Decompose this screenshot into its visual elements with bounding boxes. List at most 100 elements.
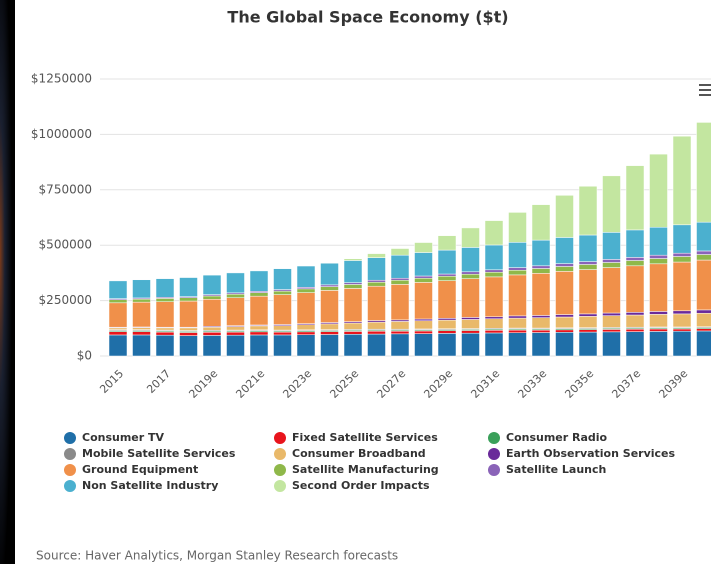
bar-segment [625,314,645,328]
bar-segment [672,261,692,312]
y-tick-label: $1000000 [31,127,92,141]
bar-segment [578,316,598,328]
bar-segment [155,327,175,331]
bar-segment [437,280,457,319]
bar-segment [414,242,433,253]
legend-item[interactable]: Ground Equipment [64,463,198,476]
bar-segment [578,261,598,265]
bar-segment [508,212,527,243]
bar-segment [390,254,410,279]
legend-item[interactable]: Consumer Radio [488,431,608,444]
bar-segment [202,295,222,300]
bar-segment [226,331,245,336]
legend-item[interactable]: Mobile Satellite Services [64,447,236,460]
bar-segment [296,334,316,357]
bar-segment [602,175,621,233]
bar-segment [625,331,645,357]
bar-segment [343,284,363,289]
y-tick-label: $0 [77,349,92,363]
bar-segment [296,292,316,324]
legend-item[interactable]: Satellite Manufacturing [274,463,439,476]
legend-swatch [488,432,500,444]
bar-segment [578,264,598,270]
legend-item[interactable]: Consumer TV [64,431,165,444]
y-tick-label: $750000 [39,182,92,196]
bar-segment [202,335,222,357]
bar-segment [273,268,292,290]
bar-segment [390,333,410,357]
bar-segment [672,256,692,263]
bar-segment [508,242,527,268]
bar-segment [649,331,668,357]
bar-segment [179,327,198,331]
bar-segment [367,281,386,287]
bar-segment [320,323,339,330]
bar-segment [531,329,551,333]
bar-segment [578,234,598,262]
bar-segment [155,331,175,336]
bar-segment [578,313,598,317]
menu-icon[interactable] [699,84,711,96]
bar-segment [555,332,574,357]
legend-item[interactable]: Fixed Satellite Services [274,431,438,444]
bar-segment [484,271,504,278]
bar-segment [155,278,175,298]
bar-segment [578,331,598,357]
legend-label: Satellite Launch [506,463,606,476]
bar-segment [531,268,551,274]
bar-segment [437,273,457,277]
bar-segment [672,328,692,332]
bar-segment [508,329,527,333]
bar-segment [367,321,386,330]
bar-segment [132,301,151,328]
bar-segment [484,318,504,329]
bar-segment [484,276,504,318]
bar-segment [602,331,621,357]
bar-segment [672,313,692,328]
bar-segment [132,334,151,357]
legend-label: Non Satellite Industry [82,479,218,492]
bar-segment [390,279,410,285]
legend-swatch [274,448,286,460]
bar-segment [108,299,128,304]
bar-segment [602,329,621,333]
bar-segment [343,331,363,335]
bar-segment [696,259,711,311]
legend-swatch [488,448,500,460]
bar-segment [649,311,668,315]
bar-segment [649,153,668,228]
bar-segment [531,315,551,318]
bar-segment [625,260,645,267]
legend-item[interactable]: Non Satellite Industry [64,479,218,492]
bar-segment [461,271,480,275]
legend-label: Ground Equipment [82,463,198,476]
bar-segment [696,221,711,252]
bar-segment [226,297,245,326]
bar-segment [437,249,457,275]
legend-item[interactable]: Consumer Broadband [274,447,426,460]
legend-item[interactable]: Earth Observation Services [488,447,676,460]
bar-segment [179,335,198,357]
legend-label: Consumer TV [82,431,165,444]
legend-swatch [64,464,76,476]
bar-segment [132,298,151,303]
bar-segment [367,285,386,321]
legend-item[interactable]: Satellite Launch [488,463,606,476]
bar-segment [578,329,598,333]
bar-segment [437,235,457,251]
bar-segment [578,269,598,315]
bar-segment [696,122,711,223]
bar-segment [649,263,668,312]
bar-segment [649,254,668,259]
bar-segment [672,224,692,254]
bar-segment [602,259,621,263]
bar-segment [343,282,363,285]
bar-segment [390,321,410,330]
bar-segment [273,325,292,331]
bar-segment [672,310,692,315]
legend-swatch [274,480,286,492]
bar-segment [226,272,245,294]
bar-segment [625,328,645,332]
legend-item[interactable]: Second Order Impacts [274,479,430,492]
